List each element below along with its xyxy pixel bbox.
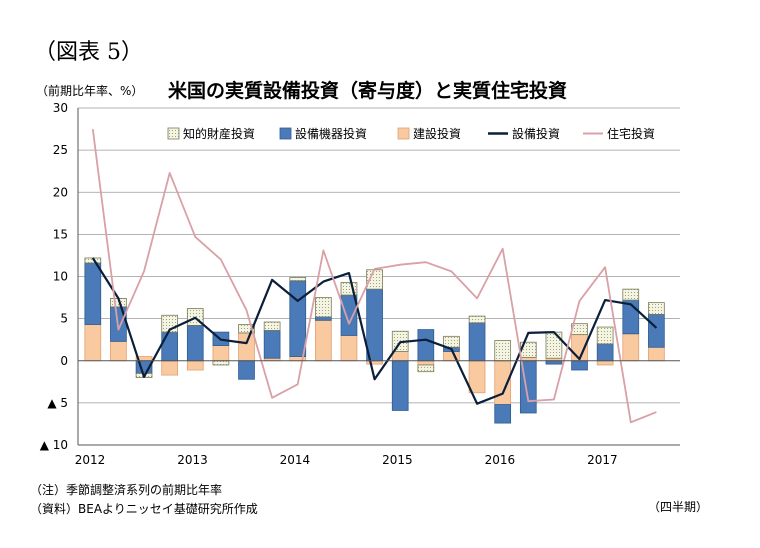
bar-segment: [238, 360, 255, 380]
bar-segment: [263, 321, 281, 331]
bar-segment: [186, 324, 204, 362]
y-tick-label: 15: [53, 227, 68, 241]
bar-segment: [545, 360, 563, 365]
legend-label: 住宅投資: [607, 126, 655, 141]
bar-segment: [494, 404, 512, 424]
bar-segment: [289, 280, 307, 357]
bar-segment: [648, 302, 665, 315]
bar-segment: [161, 360, 179, 376]
period-label: （四半期）: [647, 500, 708, 514]
bar-segment: [545, 331, 563, 359]
bar-segment: [468, 360, 486, 394]
x-tick-label: 2013: [177, 453, 208, 467]
bar-layer: [84, 257, 665, 424]
legend-swatch: [397, 127, 410, 140]
bar-segment: [84, 324, 102, 362]
bar-segment: [468, 315, 486, 324]
x-tick-label: 2012: [75, 453, 106, 467]
legend-swatch: [279, 127, 292, 140]
legend-label: 設備機器投資: [295, 126, 367, 141]
bar-segment: [622, 288, 640, 301]
chart-title: 米国の実質設備投資（寄与度）と実質住宅投資: [168, 80, 568, 102]
bar-segment: [622, 333, 640, 362]
bar-segment: [186, 360, 204, 371]
y-tick-label: ▲ 5: [47, 396, 68, 410]
bar-segment: [648, 314, 665, 348]
x-tick-label: 2014: [280, 453, 311, 467]
figure-label: （図表 5）: [34, 40, 143, 65]
bar-segment: [519, 356, 537, 362]
bar-segment: [417, 364, 435, 373]
legend: 知的財産投資 設備機器投資 建設投資 設備投資 住宅投資: [160, 121, 672, 145]
x-tick-label: 2015: [382, 453, 413, 467]
legend-swatch: [167, 127, 180, 140]
legend-label: 建設投資: [413, 126, 461, 141]
bar-segment: [84, 257, 102, 264]
bar-segment: [238, 332, 255, 362]
bar-segment: [212, 360, 230, 366]
bar-segment: [238, 324, 255, 334]
y-tick-label: 20: [53, 185, 68, 199]
bar-segment: [571, 360, 588, 371]
bar-segment: [315, 297, 332, 318]
x-tick-label: 2017: [587, 453, 618, 467]
y-tick-label: 25: [53, 143, 68, 157]
source-text: （資料）BEAよりニッセイ基礎研究所作成: [30, 502, 258, 516]
y-tick-label: 30: [53, 101, 68, 115]
x-tick-label: 2016: [485, 453, 516, 467]
bar-segment: [596, 343, 614, 362]
bar-segment: [443, 335, 460, 348]
bar-segment: [391, 360, 409, 411]
bar-segment: [315, 316, 332, 321]
bar-segment: [366, 288, 383, 362]
bar-segment: [340, 335, 358, 362]
bar-segment: [648, 346, 665, 362]
bar-segment: [340, 294, 358, 336]
bar-segment: [417, 329, 435, 362]
y-tick-label: ▲ 10: [40, 438, 68, 452]
bar-segment: [315, 319, 332, 362]
bar-segment: [494, 340, 512, 362]
bar-segment: [161, 331, 179, 362]
bar-segment: [84, 262, 102, 325]
bar-segment: [110, 340, 127, 362]
bar-segment: [366, 360, 383, 365]
bar-segment: [263, 330, 281, 359]
bar-segment: [596, 326, 614, 345]
bar-segment: [596, 360, 614, 366]
bar-segment: [391, 351, 409, 362]
legend-label: 設備投資: [512, 126, 560, 141]
line-residential-investment: [91, 128, 657, 424]
bar-segment: [212, 345, 230, 362]
line-business-investment: [91, 257, 658, 405]
legend-label: 知的財産投資: [183, 126, 255, 141]
bar-segment: [468, 322, 486, 362]
bar-segment: [417, 360, 435, 366]
line-layer: [91, 128, 658, 424]
note-text: （注）季節調整済系列の前期比年率: [30, 483, 223, 497]
y-tick-label: 0: [60, 354, 68, 368]
y-tick-label: 10: [53, 270, 68, 284]
bar-segment: [289, 276, 307, 282]
unit-label: （前期比年率、%）: [36, 84, 144, 98]
y-tick-label: 5: [60, 312, 68, 326]
